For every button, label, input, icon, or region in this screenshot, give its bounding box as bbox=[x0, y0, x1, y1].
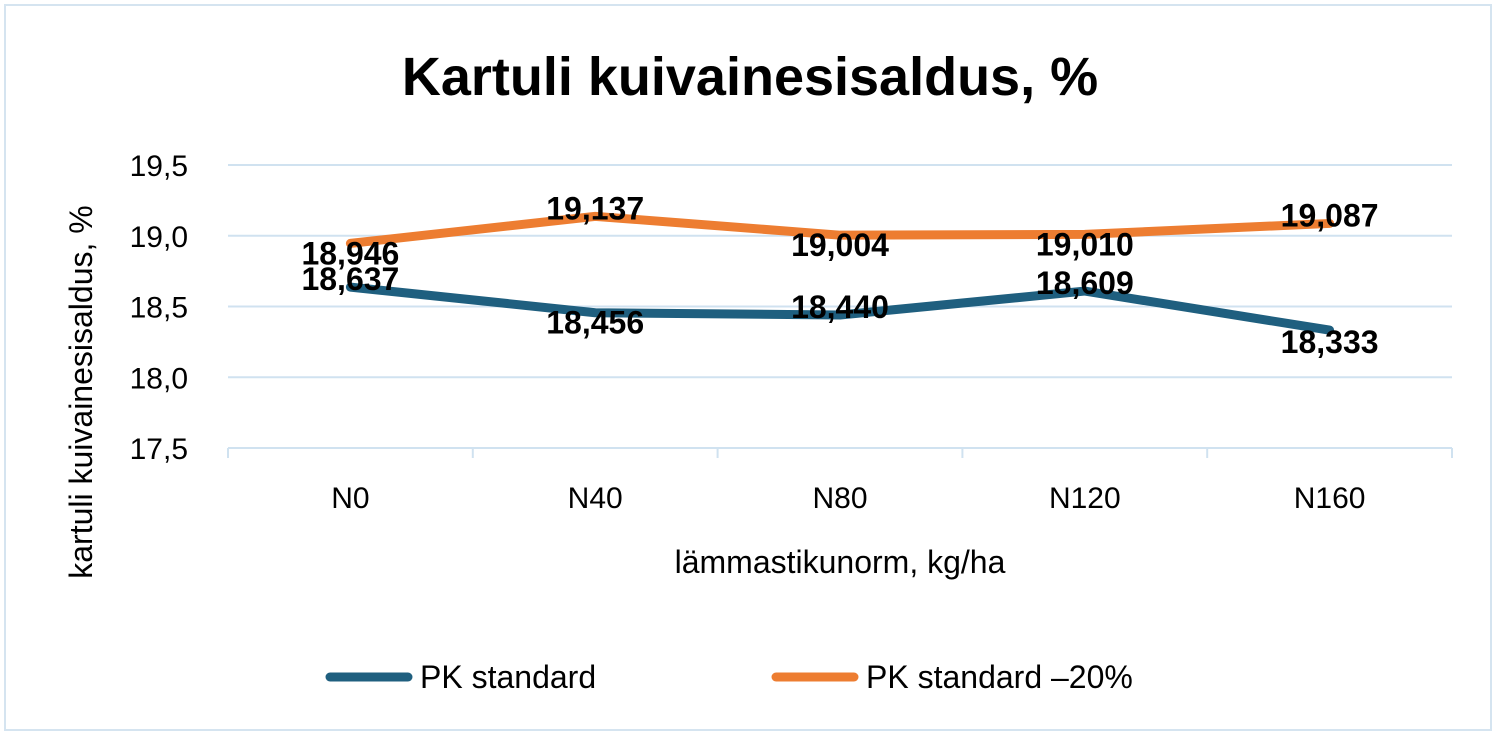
y-tick-label: 19,0 bbox=[130, 221, 188, 254]
data-labels: 18,637 18,456 18,440 18,609 18,333 18,946 19,1… bbox=[301, 190, 1378, 360]
chart-frame bbox=[4, 4, 1492, 731]
y-axis-ticks: 17,5 18,0 18,5 19,0 19,5 bbox=[130, 150, 188, 466]
series-lines bbox=[345, 211, 1335, 335]
chart-title: Kartuli kuivainesisaldus, % bbox=[402, 47, 1098, 107]
legend-label: PK standard –20% bbox=[866, 659, 1133, 695]
data-label: 18,609 bbox=[1036, 265, 1134, 301]
data-label: 18,333 bbox=[1281, 324, 1379, 360]
data-label: 19,004 bbox=[791, 227, 889, 263]
x-tick-label: N40 bbox=[568, 482, 623, 515]
y-tick-label: 18,5 bbox=[130, 292, 188, 325]
data-label: 19,137 bbox=[546, 190, 644, 226]
x-tick-label: N160 bbox=[1294, 482, 1366, 515]
data-label: 18,946 bbox=[301, 235, 399, 271]
data-label: 18,456 bbox=[546, 305, 644, 341]
y-tick-label: 17,5 bbox=[130, 433, 188, 466]
x-tick-label: N80 bbox=[812, 482, 867, 515]
legend-label: PK standard bbox=[420, 659, 596, 695]
legend: PK standard PK standard –20% bbox=[325, 659, 1133, 695]
data-label: 18,637 bbox=[301, 261, 399, 297]
x-tick-label: N0 bbox=[331, 482, 369, 515]
x-tick-label: N120 bbox=[1049, 482, 1121, 515]
y-tick-label: 19,5 bbox=[130, 150, 188, 183]
x-axis bbox=[227, 447, 1453, 458]
data-label: 18,440 bbox=[791, 289, 889, 325]
data-label: 19,087 bbox=[1281, 197, 1379, 233]
gridlines bbox=[228, 164, 1452, 379]
y-axis-title: kartuli kuivainesisaldus, % bbox=[63, 205, 99, 579]
x-axis-title: lämmastikunorm, kg/ha bbox=[675, 544, 1006, 580]
data-label: 19,010 bbox=[1036, 226, 1134, 262]
y-tick-label: 18,0 bbox=[130, 362, 188, 395]
x-axis-ticks: N0 N40 N80 N120 N160 bbox=[331, 482, 1365, 515]
